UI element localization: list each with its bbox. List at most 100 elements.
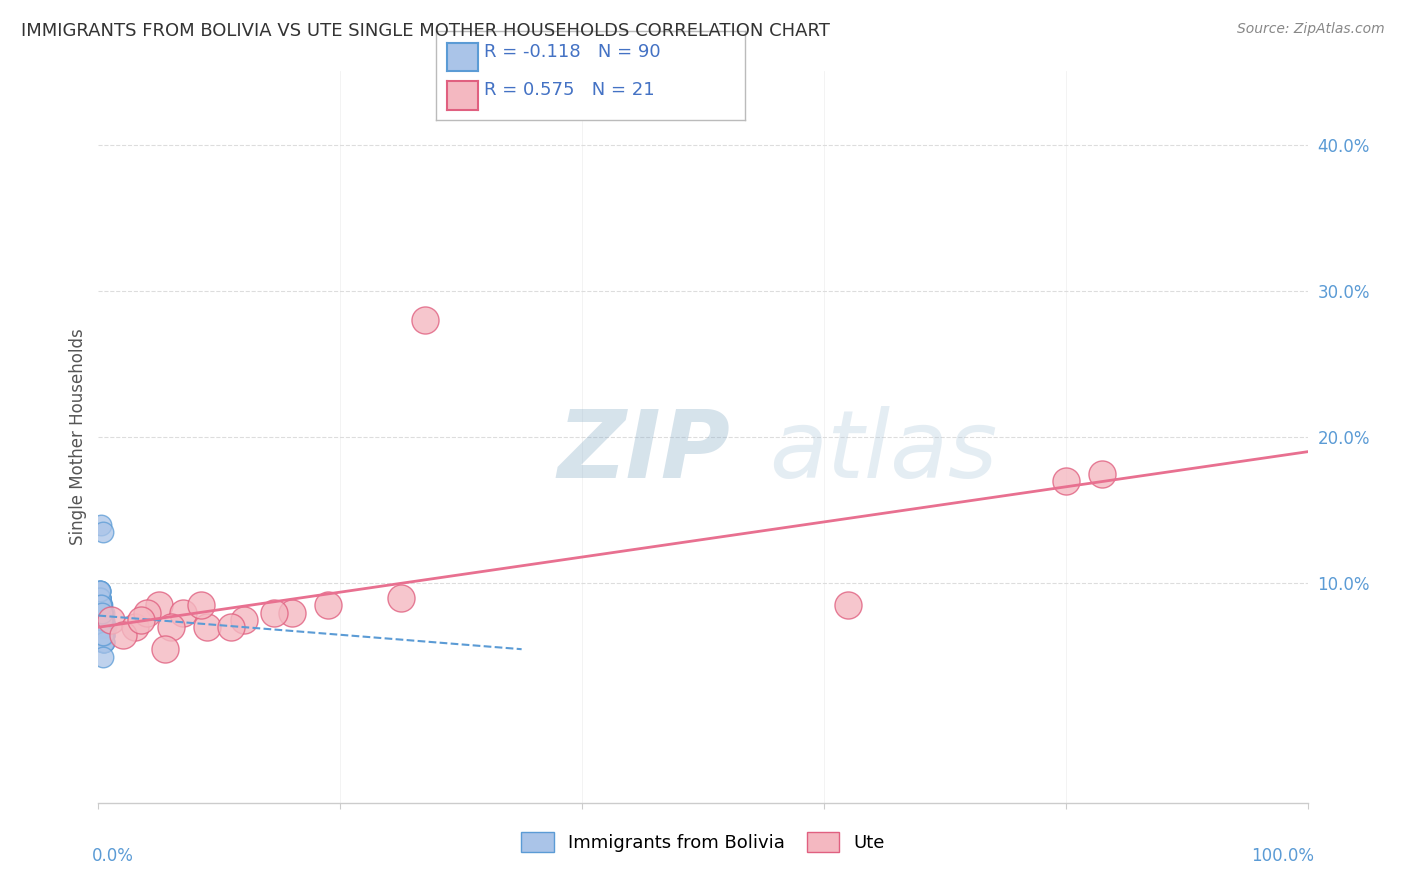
Point bbox=[89, 613, 111, 627]
Text: 0.0%: 0.0% bbox=[93, 847, 134, 864]
Point bbox=[91, 620, 114, 634]
Point bbox=[90, 606, 112, 620]
Point bbox=[89, 606, 111, 620]
Point bbox=[93, 627, 115, 641]
Point bbox=[90, 606, 112, 620]
Point bbox=[89, 583, 111, 598]
Point bbox=[90, 517, 112, 532]
Point bbox=[90, 606, 112, 620]
Point bbox=[90, 599, 112, 613]
Point bbox=[93, 613, 115, 627]
Point bbox=[221, 620, 243, 634]
Point bbox=[90, 606, 112, 620]
Point bbox=[91, 620, 114, 634]
Point bbox=[111, 627, 134, 641]
Y-axis label: Single Mother Households: Single Mother Households bbox=[69, 329, 87, 545]
Point bbox=[100, 613, 122, 627]
Point bbox=[91, 620, 114, 634]
Point bbox=[90, 599, 112, 613]
Point bbox=[90, 599, 112, 613]
Point bbox=[90, 599, 112, 613]
Point bbox=[93, 627, 115, 641]
Point bbox=[153, 642, 176, 657]
Point bbox=[91, 635, 114, 649]
Point bbox=[232, 613, 254, 627]
Point bbox=[90, 606, 112, 620]
Point bbox=[89, 613, 111, 627]
Text: IMMIGRANTS FROM BOLIVIA VS UTE SINGLE MOTHER HOUSEHOLDS CORRELATION CHART: IMMIGRANTS FROM BOLIVIA VS UTE SINGLE MO… bbox=[21, 22, 830, 40]
Point bbox=[90, 606, 112, 620]
Point bbox=[89, 591, 111, 605]
Point bbox=[135, 606, 157, 620]
Text: 100.0%: 100.0% bbox=[1250, 847, 1313, 864]
Point bbox=[91, 627, 114, 641]
Point bbox=[93, 627, 115, 641]
Point bbox=[91, 627, 114, 641]
Point bbox=[90, 606, 112, 620]
Point bbox=[91, 620, 114, 634]
Point bbox=[172, 606, 194, 620]
Point bbox=[93, 606, 115, 620]
Point bbox=[90, 599, 112, 613]
Point bbox=[94, 620, 117, 634]
Point bbox=[90, 606, 112, 620]
Point bbox=[89, 591, 111, 605]
Point bbox=[91, 635, 114, 649]
Point bbox=[91, 613, 114, 627]
Point bbox=[90, 599, 112, 613]
Text: R = 0.575   N = 21: R = 0.575 N = 21 bbox=[484, 81, 654, 99]
Point bbox=[93, 635, 115, 649]
Point bbox=[89, 606, 111, 620]
Point bbox=[90, 606, 112, 620]
Point bbox=[389, 591, 412, 605]
Point bbox=[89, 591, 111, 605]
Point bbox=[91, 627, 114, 641]
Point bbox=[837, 599, 859, 613]
Point bbox=[90, 599, 112, 613]
Point bbox=[90, 613, 112, 627]
Point bbox=[90, 606, 112, 620]
Point bbox=[91, 627, 114, 641]
Point bbox=[90, 613, 112, 627]
Point bbox=[281, 606, 304, 620]
Point bbox=[90, 599, 112, 613]
Point bbox=[89, 591, 111, 605]
Point bbox=[91, 613, 114, 627]
Point bbox=[91, 606, 114, 620]
Point bbox=[90, 599, 112, 613]
Text: atlas: atlas bbox=[769, 406, 998, 497]
Point bbox=[91, 613, 114, 627]
Point bbox=[160, 620, 183, 634]
Point bbox=[90, 620, 112, 634]
Point bbox=[90, 599, 112, 613]
Point bbox=[91, 525, 114, 540]
Point bbox=[91, 613, 114, 627]
Point bbox=[413, 313, 436, 327]
Point bbox=[124, 620, 146, 634]
Point bbox=[195, 620, 218, 634]
Point bbox=[89, 591, 111, 605]
Point bbox=[89, 599, 111, 613]
Point bbox=[316, 599, 339, 613]
Point bbox=[90, 599, 112, 613]
Point bbox=[90, 613, 112, 627]
Text: R = -0.118   N = 90: R = -0.118 N = 90 bbox=[484, 43, 661, 61]
Point bbox=[94, 620, 117, 634]
Point bbox=[190, 599, 212, 613]
Point bbox=[89, 591, 111, 605]
Point bbox=[91, 613, 114, 627]
Point bbox=[91, 627, 114, 641]
Point bbox=[91, 613, 114, 627]
Point bbox=[90, 599, 112, 613]
Point bbox=[91, 620, 114, 634]
Point bbox=[91, 613, 114, 627]
Point bbox=[129, 613, 152, 627]
Point bbox=[93, 635, 115, 649]
Point bbox=[148, 599, 170, 613]
Point bbox=[1091, 467, 1114, 481]
Point bbox=[91, 620, 114, 634]
Legend: Immigrants from Bolivia, Ute: Immigrants from Bolivia, Ute bbox=[513, 825, 893, 860]
Point bbox=[93, 635, 115, 649]
Point bbox=[90, 613, 112, 627]
Point bbox=[93, 627, 115, 641]
